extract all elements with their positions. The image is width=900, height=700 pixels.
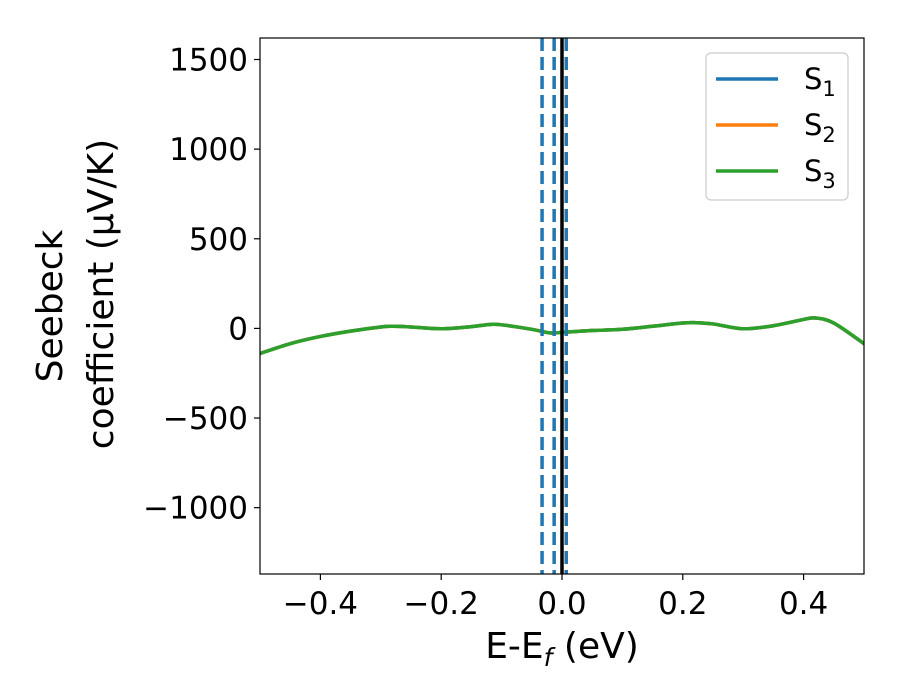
x-tick-label: 0.0 — [537, 586, 586, 622]
x-tick-label: 0.4 — [779, 586, 828, 622]
x-axis-label: E-Ef (eV) — [485, 626, 639, 672]
y-tick-label: −1000 — [143, 491, 248, 527]
x-axis-label-suffix: (eV) — [552, 626, 638, 667]
x-tick-label: −0.2 — [404, 586, 479, 622]
y-tick-label: −500 — [163, 401, 248, 437]
y-tick-label: 500 — [189, 222, 248, 258]
x-tick-label: 0.2 — [658, 586, 707, 622]
y-axis-label-line2: coefficient (μV/K) — [81, 139, 122, 449]
y-axis-label-line1: Seebeck — [30, 229, 71, 382]
y-tick-label: 1500 — [169, 43, 248, 79]
y-tick-label: 0 — [228, 311, 248, 347]
legend-label-s1: S1 — [804, 62, 836, 101]
y-tick-label: 1000 — [169, 132, 248, 168]
legend: S1 S2 S3 — [705, 52, 849, 201]
x-axis-label-main: E-E — [485, 626, 543, 667]
x-tick-label: −0.4 — [283, 586, 358, 622]
legend-label-s3: S3 — [804, 154, 836, 193]
legend-label-s2: S2 — [804, 108, 836, 147]
